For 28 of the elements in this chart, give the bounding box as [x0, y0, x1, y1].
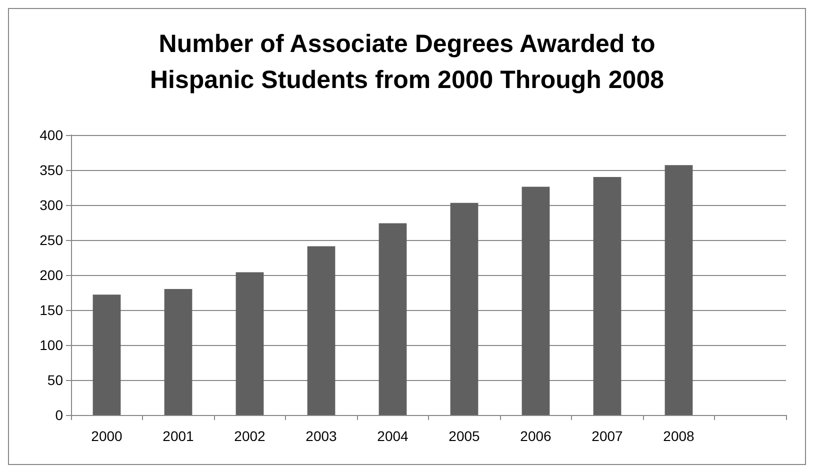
y-tick-label: 0 [55, 407, 64, 423]
x-tick-label: 2005 [448, 428, 480, 444]
bar [593, 177, 622, 415]
bar [522, 186, 550, 415]
x-tick-label: 2008 [663, 428, 695, 444]
bar [164, 289, 192, 415]
y-tick-label: 350 [40, 162, 64, 178]
bar [378, 223, 407, 415]
x-tick-label: 2001 [162, 428, 194, 444]
y-tick-label: 400 [40, 127, 64, 143]
y-tick-label: 50 [47, 372, 64, 388]
x-tick-label: 2007 [592, 428, 624, 444]
y-tick-label: 150 [40, 302, 64, 318]
x-tick-label: 2004 [377, 428, 409, 444]
y-tick-label: 200 [40, 267, 64, 283]
x-tick-label: 2000 [91, 428, 123, 444]
y-tick-label: 300 [40, 197, 64, 213]
chart-title: Number of Associate Degrees Awarded to Hispanic Students from 2000 Through 2008 [150, 30, 664, 94]
bar [236, 272, 264, 415]
bar [307, 246, 336, 415]
x-tick-label: 2002 [234, 428, 266, 444]
x-tick-label: 2003 [306, 428, 338, 444]
bar [92, 294, 121, 415]
y-tick-label: 100 [40, 337, 64, 353]
y-tick-label: 250 [40, 232, 64, 248]
x-tick-label: 2006 [520, 428, 552, 444]
bar [450, 202, 478, 415]
bar [664, 165, 693, 415]
